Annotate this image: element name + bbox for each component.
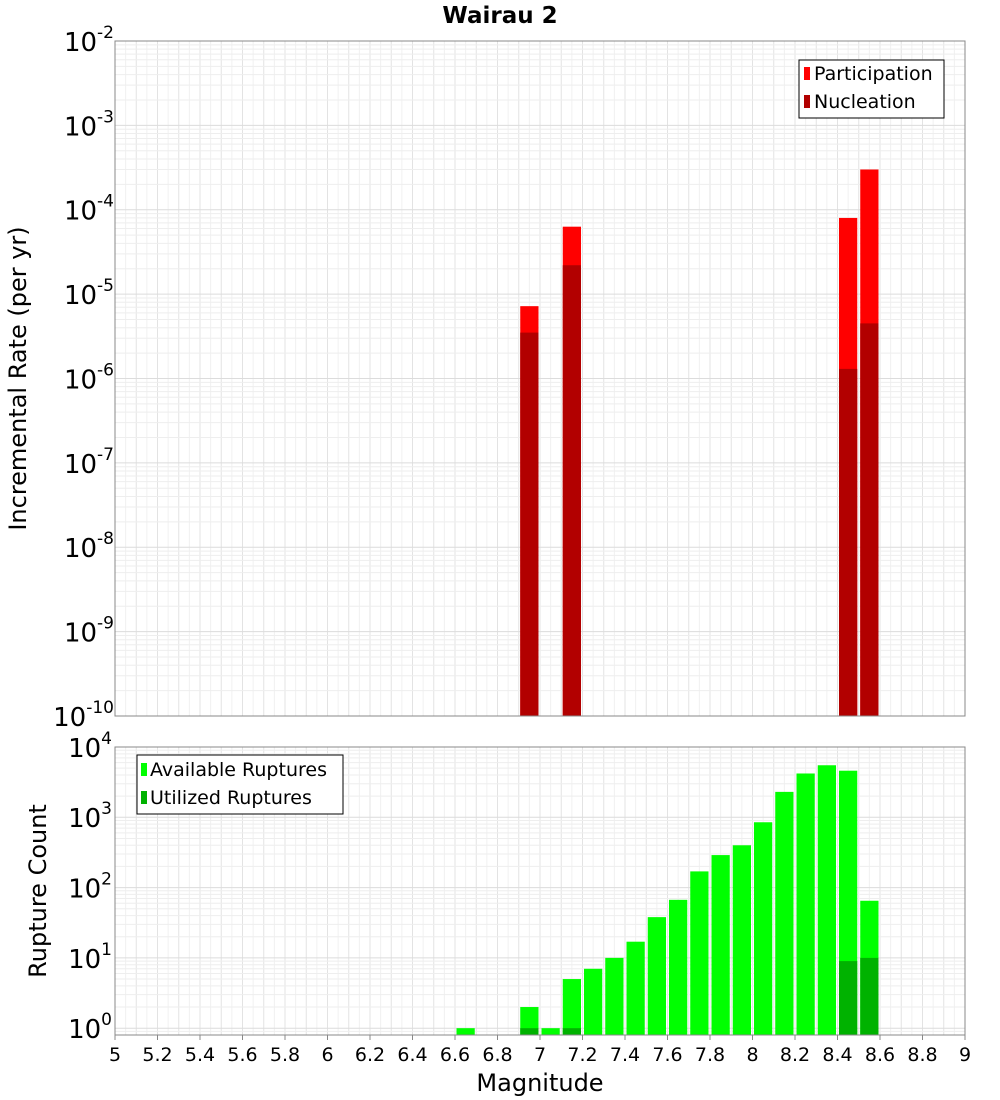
available-bar bbox=[520, 1007, 539, 1035]
rate-grid bbox=[114, 40, 966, 717]
x-axis-label: Magnitude bbox=[476, 1069, 603, 1097]
x-tick-label: 5.2 bbox=[142, 1044, 172, 1066]
count-bars bbox=[456, 765, 879, 1035]
count-y-ticks: 100 101 102 103 104 bbox=[68, 729, 112, 1045]
rate-plot-frame bbox=[114, 40, 966, 717]
x-tick-label: 7.4 bbox=[610, 1044, 640, 1066]
x-tick-label: 7 bbox=[534, 1044, 546, 1066]
rate-legend-box bbox=[798, 59, 945, 119]
nucleation-bar bbox=[520, 332, 539, 716]
x-tick-label: 9 bbox=[959, 1044, 971, 1066]
x-tick-label: 8.2 bbox=[780, 1044, 810, 1066]
legend-label-utilized: Utilized Ruptures bbox=[150, 787, 312, 809]
available-bar bbox=[456, 1028, 475, 1035]
available-bar bbox=[732, 845, 751, 1035]
nucleation-bar bbox=[562, 265, 581, 716]
count-y-tick-label: 103 bbox=[68, 799, 112, 834]
utilized-bar bbox=[839, 961, 858, 1035]
legend-swatch-available bbox=[141, 763, 147, 776]
x-tick-label: 6.8 bbox=[482, 1044, 512, 1066]
utilized-bar bbox=[562, 1028, 581, 1035]
rate-y-tick-label: 10-3 bbox=[64, 107, 114, 142]
rate-y-ticks: 10-10 10-9 10-8 10-7 10-6 10-5 10-4 10-3 10-2 bbox=[53, 23, 114, 733]
rate-y-tick-label: 10-7 bbox=[64, 445, 114, 480]
count-y-tick-label: 101 bbox=[68, 940, 112, 975]
chart-title: Wairau 2 bbox=[442, 3, 557, 29]
utilized-bar bbox=[860, 957, 879, 1035]
count-legend: Available Ruptures Utilized Ruptures bbox=[136, 754, 344, 815]
available-bar bbox=[775, 791, 794, 1035]
legend-label-participation: Participation bbox=[814, 63, 933, 85]
available-bar bbox=[605, 957, 624, 1035]
available-bar bbox=[669, 899, 688, 1035]
rate-y-tick-label: 10-2 bbox=[64, 23, 114, 58]
x-tick-label: 5.8 bbox=[270, 1044, 300, 1066]
x-tick-label: 8.8 bbox=[907, 1044, 937, 1066]
count-y-tick-label: 100 bbox=[68, 1010, 112, 1045]
available-bar bbox=[626, 941, 645, 1035]
utilized-bar bbox=[520, 1028, 539, 1035]
rate-legend: Participation Nucleation bbox=[798, 59, 945, 119]
rate-y-tick-label: 10-10 bbox=[53, 698, 114, 733]
available-bar bbox=[647, 917, 666, 1035]
nucleation-bar bbox=[860, 323, 879, 716]
rate-panel: 10-10 10-9 10-8 10-7 10-6 10-5 10-4 10-3 10-2 In… bbox=[4, 23, 966, 733]
available-bar bbox=[817, 765, 836, 1035]
nucleation-bar bbox=[839, 368, 858, 716]
rate-y-tick-label: 10-4 bbox=[64, 192, 114, 227]
rate-y-tick-label: 10-8 bbox=[64, 529, 114, 564]
magnitude-x-ticks: 5 5.2 5.4 5.6 5.8 6 6.2 6.4 6.6 6.8 7 7.2 7.4 7.6 7.8 8… bbox=[109, 1035, 971, 1066]
count-panel: 100 101 102 103 104 5 5.2 5.4 5.6 5.8 6 6.2 6.4 6.6 6… bbox=[24, 729, 971, 1097]
legend-swatch-nucleation bbox=[804, 95, 810, 108]
rate-y-axis-label: Incremental Rate (per yr) bbox=[4, 226, 32, 530]
available-bar bbox=[796, 773, 815, 1035]
x-tick-label: 6 bbox=[321, 1044, 333, 1066]
rate-bars bbox=[520, 169, 879, 716]
count-legend-box bbox=[136, 754, 344, 815]
legend-label-available: Available Ruptures bbox=[150, 759, 327, 781]
available-bar bbox=[584, 968, 603, 1035]
x-tick-label: 5.6 bbox=[227, 1044, 257, 1066]
legend-label-nucleation: Nucleation bbox=[814, 91, 916, 113]
x-tick-label: 5 bbox=[109, 1044, 121, 1066]
x-tick-label: 7.2 bbox=[567, 1044, 597, 1066]
available-bar bbox=[562, 979, 581, 1035]
x-tick-label: 6.2 bbox=[355, 1044, 385, 1066]
available-bar bbox=[690, 871, 709, 1035]
x-tick-label: 6.4 bbox=[397, 1044, 427, 1066]
x-tick-label: 8.6 bbox=[865, 1044, 895, 1066]
x-tick-label: 7.6 bbox=[652, 1044, 682, 1066]
available-bar bbox=[711, 855, 730, 1035]
rate-y-tick-label: 10-6 bbox=[64, 360, 114, 395]
x-tick-label: 8 bbox=[746, 1044, 758, 1066]
x-tick-label: 7.8 bbox=[695, 1044, 725, 1066]
count-y-tick-label: 102 bbox=[68, 869, 112, 904]
available-bar bbox=[754, 822, 773, 1035]
count-y-tick-label: 104 bbox=[68, 729, 112, 764]
count-y-axis-label: Rupture Count bbox=[24, 804, 52, 978]
x-tick-label: 5.4 bbox=[185, 1044, 215, 1066]
rate-y-tick-label: 10-9 bbox=[64, 614, 114, 649]
legend-swatch-utilized bbox=[141, 791, 147, 804]
x-tick-label: 6.6 bbox=[440, 1044, 470, 1066]
available-bar bbox=[541, 1028, 560, 1035]
legend-swatch-participation bbox=[804, 67, 810, 80]
rate-y-tick-label: 10-5 bbox=[64, 276, 114, 311]
x-tick-label: 8.4 bbox=[822, 1044, 852, 1066]
